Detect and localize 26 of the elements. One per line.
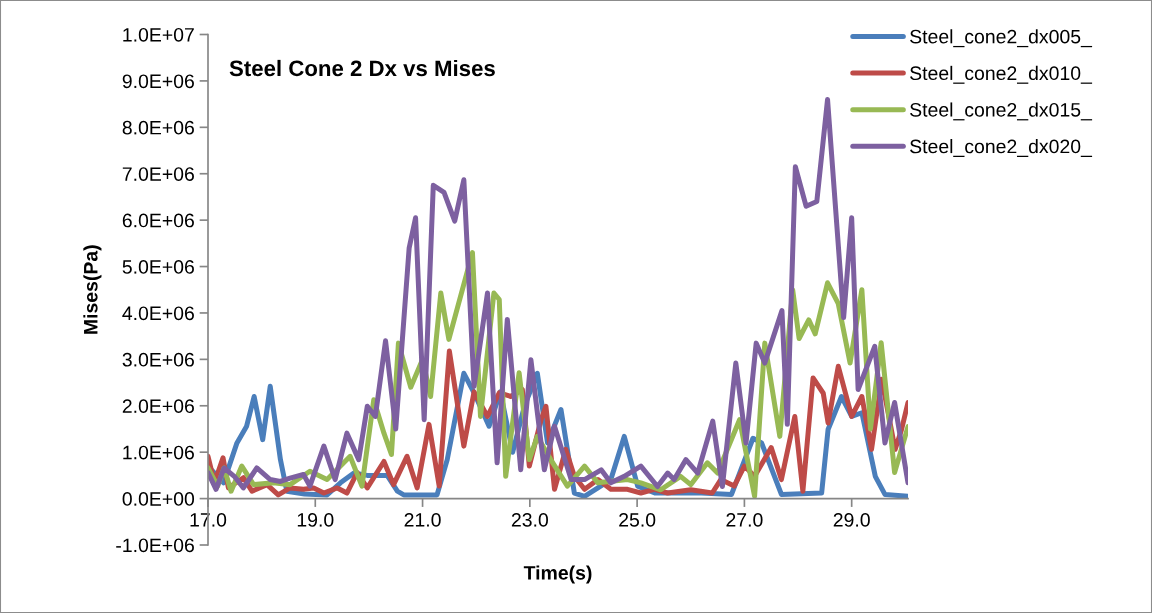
legend-label: Steel_cone2_dx010_ <box>910 65 1093 84</box>
y-tick-label: 6.0E+06 <box>122 213 194 228</box>
y-tick-label: 3.0E+06 <box>122 352 194 367</box>
y-tick-label: 5.0E+06 <box>122 260 194 274</box>
x-tick-label: 21.0 <box>404 512 441 527</box>
x-axis-title: Time(s) <box>523 565 592 584</box>
text: Steel Cone 2 Dx vs Mises <box>229 59 495 77</box>
x-tick-label: 29.0 <box>833 512 870 527</box>
legend-label: Steel_cone2_dx015_ <box>910 102 1093 121</box>
x-tick-label: 19.0 <box>297 512 334 527</box>
y-tick-label: 2.0E+06 <box>122 399 194 414</box>
y-tick-label: -1.0E+06 <box>116 538 194 553</box>
y-tick-label: 1.0E+06 <box>123 445 194 460</box>
x-tick-label: 23.0 <box>511 512 548 527</box>
legend-label: Steel_cone2_dx020_ <box>910 139 1093 157</box>
y-tick-label: 8.0E+06 <box>122 120 194 135</box>
x-tick-label: 25.0 <box>619 512 656 527</box>
x-tick-label: 17.0 <box>190 512 227 527</box>
y-tick-label: 4.0E+06 <box>122 306 194 321</box>
y-tick-label: 1.0E+07 <box>123 27 194 42</box>
y-tick-label: 7.0E+06 <box>122 167 194 181</box>
y-tick-label: 0.0E+00 <box>122 492 195 506</box>
y-axis-title: Mises(Pa) <box>83 245 102 334</box>
legend-label: Steel_cone2_dx005_ <box>910 29 1093 48</box>
x-tick-label: 27.0 <box>726 512 763 527</box>
y-tick-label: 9.0E+06 <box>122 74 194 89</box>
